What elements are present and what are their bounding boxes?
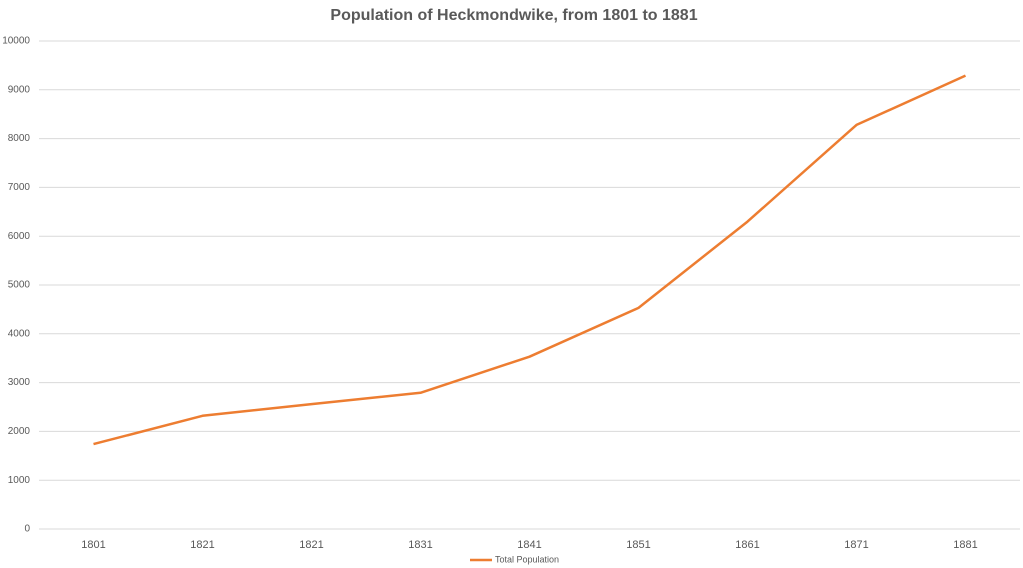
x-tick-label: 1821 bbox=[190, 539, 214, 551]
y-tick-label: 0 bbox=[24, 524, 30, 535]
x-tick-label: 1821 bbox=[299, 539, 323, 551]
y-tick-label: 4000 bbox=[8, 328, 31, 339]
x-tick-label: 1851 bbox=[626, 539, 650, 551]
y-tick-label: 7000 bbox=[8, 182, 31, 193]
y-tick-label: 10000 bbox=[2, 36, 30, 47]
y-tick-label: 3000 bbox=[8, 377, 31, 388]
x-tick-label: 1861 bbox=[735, 539, 759, 551]
chart-title: Population of Heckmondwike, from 1801 to… bbox=[330, 7, 697, 24]
data-line bbox=[93, 74, 967, 446]
y-tick-label: 9000 bbox=[8, 84, 31, 95]
y-tick-label: 2000 bbox=[8, 426, 31, 437]
x-tick-label: 1881 bbox=[953, 539, 977, 551]
x-tick-label: 1871 bbox=[844, 539, 868, 551]
x-tick-label: 1841 bbox=[517, 539, 541, 551]
y-tick-label: 1000 bbox=[8, 475, 31, 486]
legend-label: Total Population bbox=[495, 554, 559, 564]
x-tick-label: 1831 bbox=[408, 539, 432, 551]
y-tick-label: 5000 bbox=[8, 280, 31, 291]
y-tick-label: 8000 bbox=[8, 133, 31, 144]
y-tick-label: 6000 bbox=[8, 231, 31, 242]
x-tick-label: 1801 bbox=[81, 539, 105, 551]
